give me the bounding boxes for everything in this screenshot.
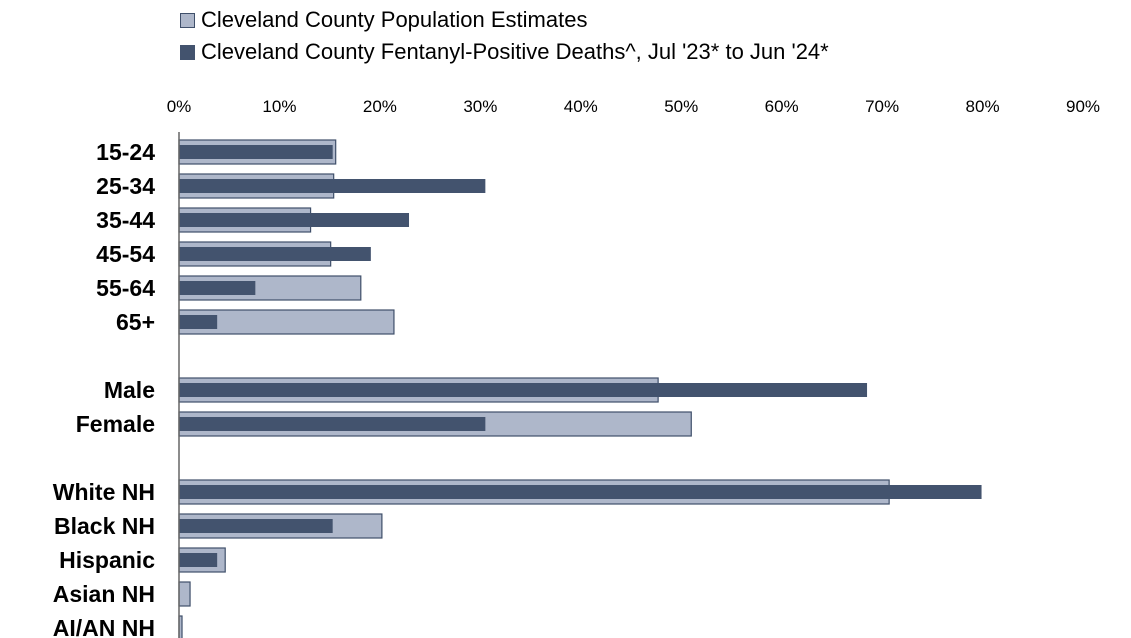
category-label-ai-an-nh: AI/AN NH xyxy=(53,615,155,638)
category-label-25-34: 25-34 xyxy=(96,173,155,199)
category-label-female: Female xyxy=(76,411,155,437)
category-label-35-44: 35-44 xyxy=(96,207,155,233)
category-label-black-nh: Black NH xyxy=(54,513,155,539)
x-tick-label: 80% xyxy=(966,97,1000,116)
bar-deaths-65 xyxy=(179,315,218,329)
bar-deaths-45-54 xyxy=(179,247,371,261)
bar-deaths-hispanic xyxy=(179,553,218,567)
legend: Cleveland County Population Estimates Cl… xyxy=(180,4,829,68)
category-label-asian-nh: Asian NH xyxy=(53,581,155,607)
category-label-male: Male xyxy=(104,377,155,403)
bar-deaths-25-34 xyxy=(179,179,486,193)
category-label-45-54: 45-54 xyxy=(96,241,155,267)
legend-swatch-population xyxy=(180,12,195,28)
x-tick-label: 20% xyxy=(363,97,397,116)
legend-label-deaths: Cleveland County Fentanyl-Positive Death… xyxy=(201,39,829,64)
bar-population-asian-nh xyxy=(178,581,191,607)
x-tick-label: 0% xyxy=(167,97,192,116)
x-tick-label: 70% xyxy=(865,97,899,116)
bar-deaths-55-64 xyxy=(179,281,256,295)
legend-item-deaths: Cleveland County Fentanyl-Positive Death… xyxy=(180,36,829,68)
bar-deaths-black-nh xyxy=(179,519,333,533)
bar-deaths-white-nh xyxy=(179,485,982,499)
category-label-55-64: 55-64 xyxy=(96,275,155,301)
category-label-15-24: 15-24 xyxy=(96,139,155,165)
bar-population-65 xyxy=(178,309,395,335)
x-tick-label: 10% xyxy=(262,97,296,116)
legend-label-population: Cleveland County Population Estimates xyxy=(201,7,588,32)
x-tick-label: 60% xyxy=(765,97,799,116)
bar-deaths-35-44 xyxy=(179,213,410,227)
bar-deaths-female xyxy=(179,417,486,431)
legend-item-population: Cleveland County Population Estimates xyxy=(180,4,829,36)
category-label-65: 65+ xyxy=(116,309,155,335)
x-tick-label: 40% xyxy=(564,97,598,116)
category-label-white-nh: White NH xyxy=(53,479,155,505)
x-tick-label: 30% xyxy=(463,97,497,116)
legend-swatch-deaths xyxy=(180,44,195,60)
x-tick-label: 90% xyxy=(1066,97,1100,116)
bar-deaths-male xyxy=(179,383,868,397)
bar-deaths-15-24 xyxy=(179,145,333,159)
category-label-hispanic: Hispanic xyxy=(59,547,155,573)
x-tick-label: 50% xyxy=(664,97,698,116)
